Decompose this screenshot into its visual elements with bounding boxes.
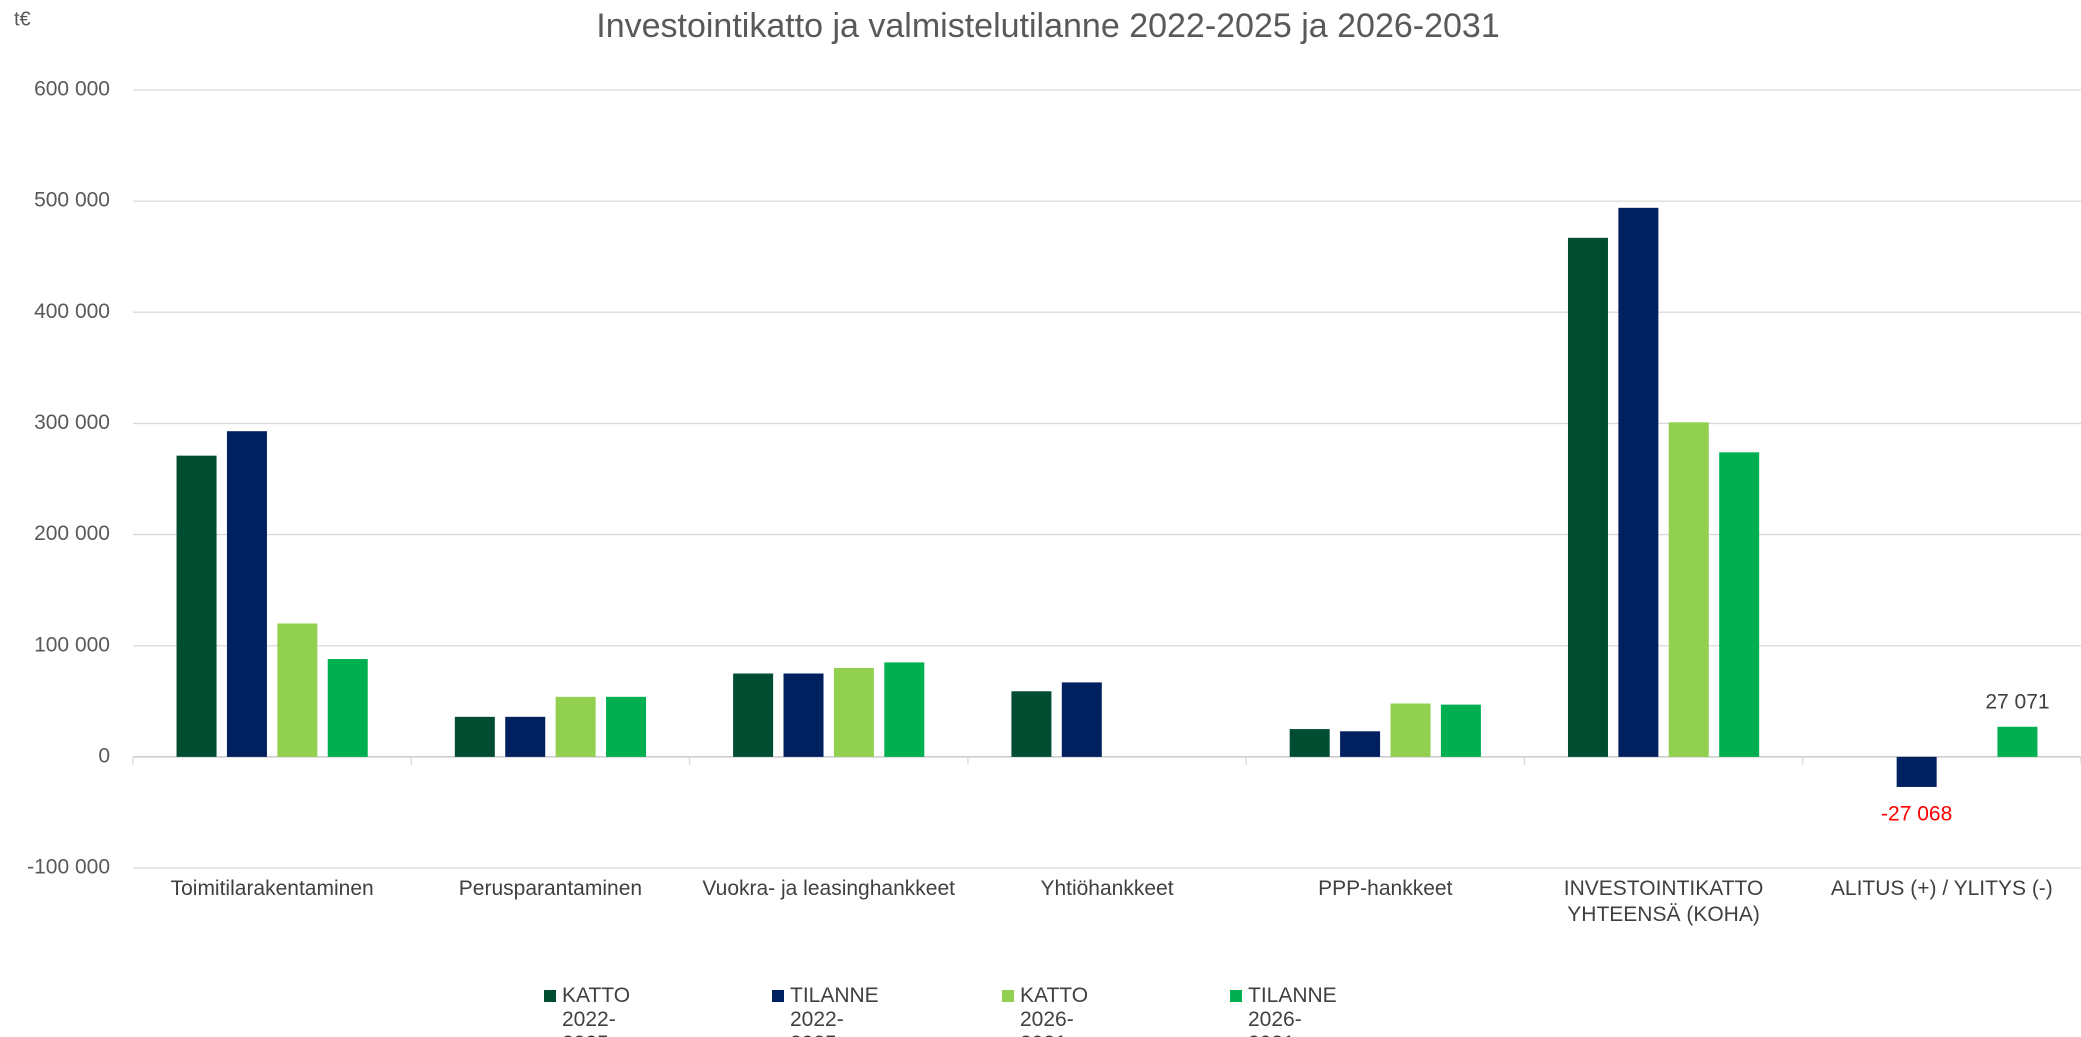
y-axis-label: t€ xyxy=(14,8,31,30)
legend-swatch xyxy=(772,990,784,1002)
data-label: -27 068 xyxy=(1881,802,1952,825)
bar xyxy=(783,673,824,757)
bar xyxy=(1997,726,2038,757)
legend-item: TILANNE 2022-2025 xyxy=(772,984,884,1037)
bar xyxy=(277,623,318,757)
chart-title: Investointikatto ja valmistelutilanne 20… xyxy=(596,7,1500,45)
bar xyxy=(1061,682,1102,757)
bar xyxy=(1567,237,1608,757)
y-tick-label: 600 000 xyxy=(34,78,110,101)
x-tick-label: INVESTOINTIKATTO YHTEENSÄ (KOHA) xyxy=(1563,877,1764,926)
bar xyxy=(176,455,217,757)
x-tick-label: ALITUS (+) / YLITYS (-) xyxy=(1830,877,2053,900)
y-tick-label: 200 000 xyxy=(34,522,110,545)
bar xyxy=(1011,691,1052,757)
y-tick-label: -100 000 xyxy=(27,856,110,879)
bar xyxy=(606,696,647,757)
x-tick-label: PPP-hankkeet xyxy=(1318,877,1453,900)
x-tick-label: Vuokra- ja leasinghankkeet xyxy=(702,877,955,900)
bar xyxy=(1340,731,1381,757)
bar xyxy=(226,431,267,757)
x-tick-label: Toimitilarakentaminen xyxy=(170,877,374,900)
bar xyxy=(1390,703,1431,757)
bar xyxy=(733,673,774,757)
legend-item: KATTO 2026-2031 xyxy=(1002,984,1114,1037)
legend-swatch xyxy=(544,990,556,1002)
bar xyxy=(1668,422,1709,757)
x-tick-label: Perusparantaminen xyxy=(458,877,643,900)
bar xyxy=(505,716,546,757)
bar xyxy=(327,659,368,757)
bar xyxy=(1440,704,1481,757)
y-tick-label: 400 000 xyxy=(34,300,110,323)
bar xyxy=(884,662,925,757)
legend-swatch xyxy=(1230,990,1242,1002)
x-tick-label: Yhtiöhankkeet xyxy=(1040,877,1174,900)
bar xyxy=(833,667,874,757)
legend-item: TILANNE 2026-2031 xyxy=(1230,984,1342,1037)
bar xyxy=(1289,729,1330,757)
y-tick-label: 0 xyxy=(98,744,110,767)
bar xyxy=(555,696,596,757)
y-tick-label: 300 000 xyxy=(34,411,110,434)
y-tick-label: 500 000 xyxy=(34,189,110,212)
legend-swatch xyxy=(1002,990,1014,1002)
bar xyxy=(454,716,495,757)
y-tick-label: 100 000 xyxy=(34,633,110,656)
bar xyxy=(1896,756,1937,787)
legend-item: KATTO 2022-2025 xyxy=(544,984,656,1037)
bar xyxy=(1618,207,1659,757)
data-label: 27 071 xyxy=(1985,690,2049,713)
bar xyxy=(1719,452,1760,757)
